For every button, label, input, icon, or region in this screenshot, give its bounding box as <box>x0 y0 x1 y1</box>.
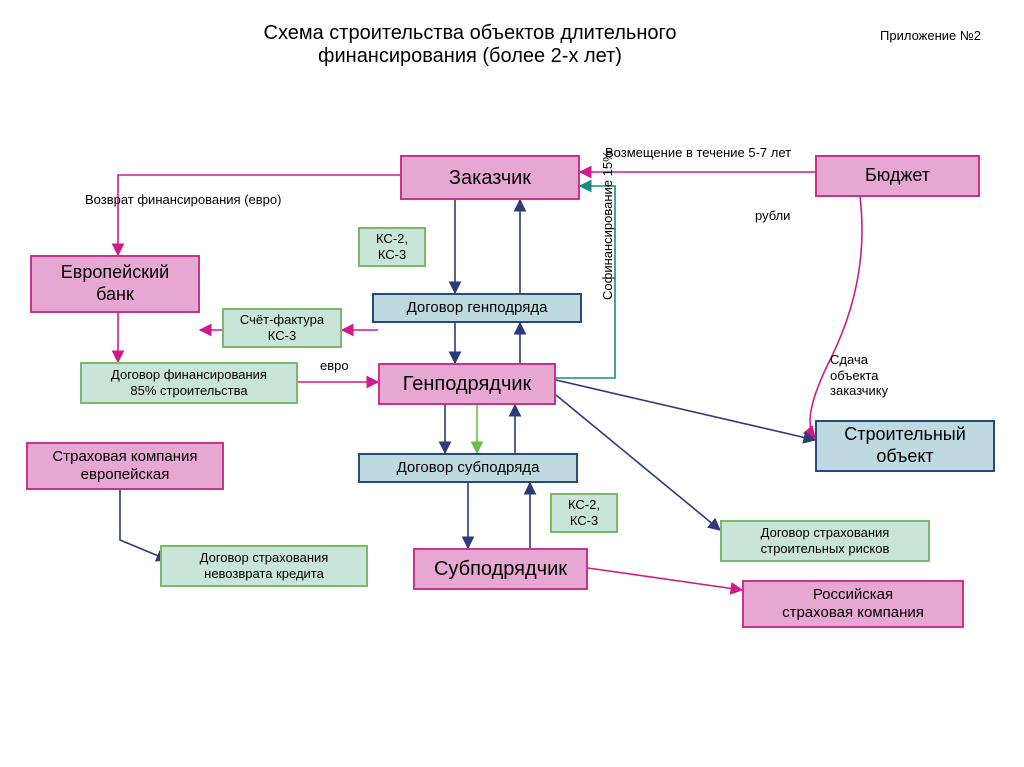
node-ru_insure: Российскаястраховая компания <box>742 580 964 628</box>
node-credit_ins: Договор страхованияневозврата кредита <box>160 545 368 587</box>
node-ks23_bot: КС-2,КС-3 <box>550 493 618 533</box>
label-euro: евро <box>320 358 349 374</box>
diagram-title: Схема строительства объектов длительного… <box>220 22 720 68</box>
node-schet: Счёт-фактураКС-3 <box>222 308 342 348</box>
node-subpod: Субподрядчик <box>413 548 588 590</box>
edge-e8 <box>588 568 742 590</box>
edge-e19 <box>556 380 815 440</box>
label-delivery: Сдачаобъектазаказчику <box>830 352 888 399</box>
node-sub_contract: Договор субподряда <box>358 453 578 483</box>
label-return_fin: Возврат финансирования (евро) <box>85 192 281 208</box>
label-cofin: Софинансирование 15% <box>600 150 616 300</box>
label-rubles: рубли <box>755 208 790 224</box>
node-fin_85: Договор финансирования85% строительства <box>80 362 298 404</box>
node-risk_ins: Договор страхованиястроительных рисков <box>720 520 930 562</box>
appendix-label: Приложение №2 <box>880 28 981 43</box>
node-euro_bank: Европейскийбанк <box>30 255 200 313</box>
node-eu_insure: Страховая компанияевропейская <box>26 442 224 490</box>
edge-e7 <box>810 197 862 438</box>
node-ks23_top: КС-2,КС-3 <box>358 227 426 267</box>
label-reimb: Возмещение в течение 5-7 лет <box>605 145 791 161</box>
node-zakazchik: Заказчик <box>400 155 580 200</box>
node-build_obj: Строительныйобъект <box>815 420 995 472</box>
node-budget: Бюджет <box>815 155 980 197</box>
node-gen_contract: Договор генподряда <box>372 293 582 323</box>
node-genpod: Генподрядчик <box>378 363 556 405</box>
